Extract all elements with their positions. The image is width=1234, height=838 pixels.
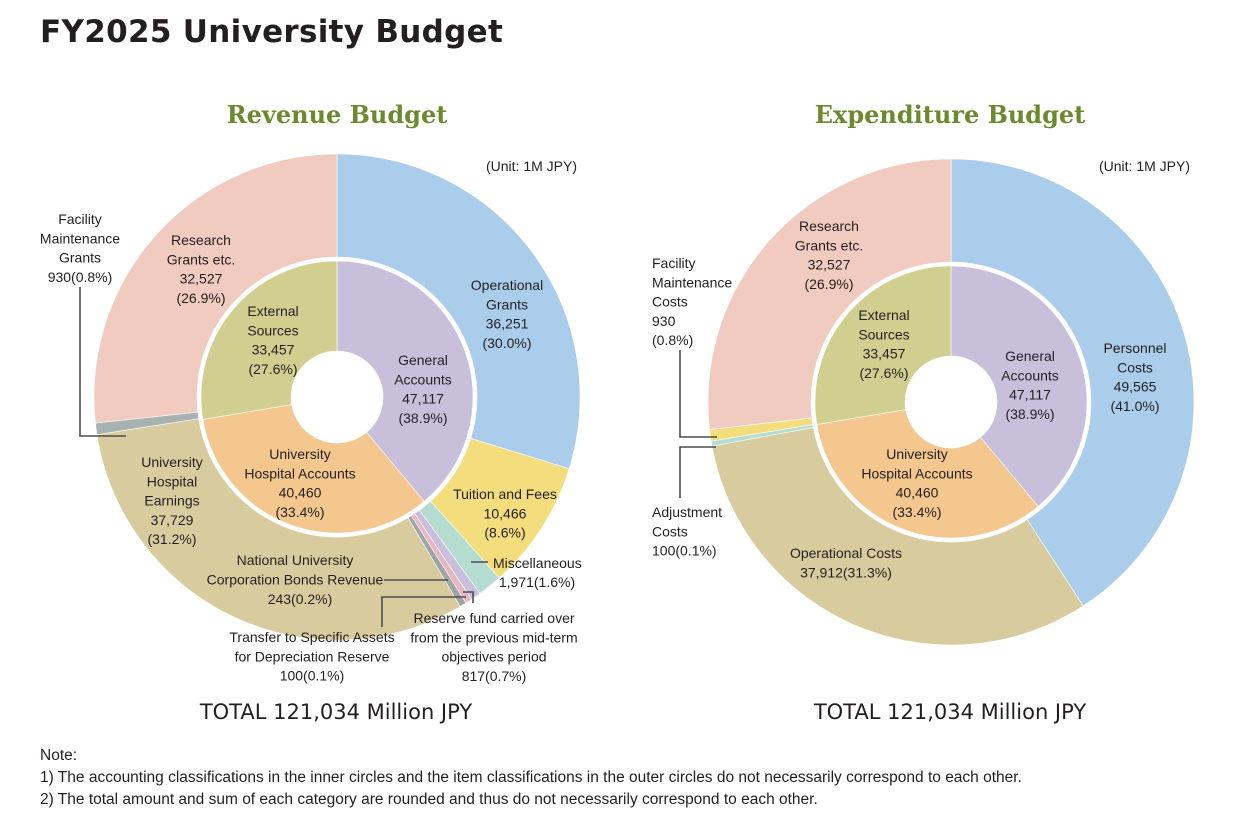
revenue-label-hospital-earnings: University Hospital Earnings 37,729 (31.2%) — [141, 454, 202, 547]
revenue-label-hospital-accounts: University Hospital Accounts 40,460 (33.4%) — [244, 446, 355, 520]
revenue-label-research-grants: Research Grants etc. 32,527 (26.9%) — [167, 232, 235, 306]
revenue-label-miscellaneous-value: 1,971(1.6%) — [499, 574, 575, 590]
page-title: FY2025 University Budget — [40, 14, 504, 50]
revenue-label-bonds-revenue: National University Corporation Bonds Rev… — [207, 552, 384, 587]
expenditure-inner-slice-university-hospital-accounts — [816, 409, 1039, 539]
note-item-1: 1) The accounting classifications in the… — [40, 769, 1022, 786]
revenue-inner-slice-general-accounts — [336, 260, 474, 502]
revenue-unit-label: (Unit: 1M JPY) — [486, 158, 578, 174]
expenditure-label-research-grants: Research Grants etc. 32,527 (26.9%) — [795, 218, 863, 292]
revenue-label-general-accounts: General Accounts 47,117 (38.9%) — [394, 352, 452, 426]
expenditure-label-facility-maintenance-costs: Facility Maintenance Costs 930 (0.8%) — [652, 255, 732, 348]
expenditure-chart-title: Expenditure Budget — [814, 100, 1086, 129]
expenditure-inner-slice-external-sources — [814, 265, 952, 425]
revenue-leader-facility-grants — [79, 287, 126, 437]
expenditure-label-adjustment-costs: Adjustment Costs 100(0.1%) — [652, 504, 722, 559]
expenditure-label-personnel-costs: Personnel Costs 49,565 (41.0%) — [1103, 340, 1166, 414]
revenue-leader-transfer — [381, 596, 466, 627]
revenue-label-reserve-fund: Reserve fund carried over from the previo… — [410, 610, 577, 684]
expenditure-label-general-accounts: General Accounts 47,117 (38.9%) — [1001, 348, 1059, 422]
expenditure-label-hospital-accounts: University Hospital Accounts 40,460 (33.4%) — [861, 446, 972, 520]
expenditure-label-external-sources: External Sources 33,457 (27.6%) — [858, 307, 909, 381]
expenditure-unit-label: (Unit: 1M JPY) — [1099, 158, 1191, 174]
expenditure-leader-facility-costs — [679, 350, 717, 438]
note-item-2: 2) The total amount and sum of each cate… — [40, 791, 818, 808]
revenue-total: TOTAL 121,034 Million JPY — [199, 700, 473, 724]
notes: Note: 1) The accounting classifications … — [40, 745, 1022, 811]
revenue-label-transfer-specific-assets: Transfer to Specific Assets for Depreciat… — [229, 629, 394, 684]
note-heading: Note: — [40, 747, 78, 764]
revenue-label-bonds-revenue-value: 243(0.2%) — [268, 591, 333, 607]
expenditure-total: TOTAL 121,034 Million JPY — [813, 700, 1087, 724]
revenue-leader-reserve-fund — [463, 591, 474, 603]
revenue-label-facility-maintenance-grants: Facility Maintenance Grants 930(0.8%) — [40, 211, 120, 285]
revenue-chart-title: Revenue Budget — [226, 100, 448, 129]
revenue-label-miscellaneous: Miscellaneous — [493, 555, 582, 571]
revenue-inner-slice-university-hospital-accounts — [202, 404, 425, 534]
expenditure-leader-adjustment-costs — [679, 446, 716, 498]
expenditure-label-operational-costs: Operational Costs 37,912(31.3%) — [790, 545, 902, 580]
revenue-label-external-sources: External Sources 33,457 (27.6%) — [247, 303, 298, 377]
revenue-label-tuition-and-fees: Tuition and Fees 10,466 (8.6%) — [453, 486, 557, 541]
expenditure-inner-slice-general-accounts — [950, 265, 1088, 507]
revenue-label-operational-grants: Operational Grants 36,251 (30.0%) — [471, 277, 543, 351]
revenue-inner-slice-external-sources — [200, 260, 338, 420]
